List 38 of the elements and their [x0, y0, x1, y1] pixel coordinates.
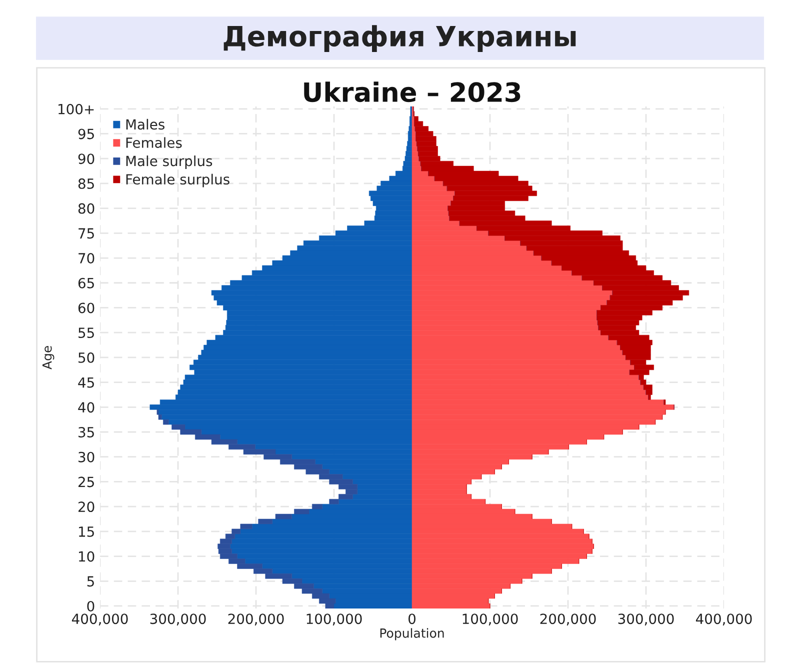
x-tick-label: 200,000	[228, 614, 284, 626]
y-tick-label: 100+	[58, 104, 94, 114]
y-tick-label: 90	[78, 154, 94, 164]
y-tick-label: 55	[78, 328, 94, 338]
y-tick-label: 95	[78, 128, 94, 140]
chart-subtitle: Ukraine – 2023	[304, 82, 520, 102]
y-tick-label: 70	[78, 252, 94, 264]
x-tick-label: 200,000	[540, 614, 596, 626]
legend-label: Female surplus	[126, 174, 230, 188]
legend-label: Males	[126, 118, 164, 130]
y-axis-title: Age	[42, 346, 54, 370]
x-tick-label: 0	[408, 614, 416, 624]
y-tick-label: 80	[78, 203, 94, 214]
y-tick-label: 20	[78, 502, 94, 512]
x-tick-label: 300,000	[150, 614, 206, 626]
y-tick-label: 15	[78, 526, 94, 537]
chart-title: Демография Украины	[224, 25, 576, 52]
y-tick-label: 50	[78, 352, 94, 363]
y-tick-label: 25	[78, 476, 94, 488]
y-tick-label: 5	[87, 576, 94, 587]
x-axis-title: Population	[380, 628, 444, 640]
y-tick-label: 85	[78, 178, 94, 189]
y-tick-label: 40	[78, 402, 94, 413]
y-tick-label: 0	[87, 600, 94, 612]
y-tick-label: 35	[78, 426, 94, 438]
y-tick-label: 10	[78, 551, 94, 562]
y-tick-label: 45	[78, 377, 94, 388]
x-tick-label: 100,000	[306, 614, 362, 626]
x-tick-label: 400,000	[696, 614, 752, 626]
x-tick-label: 300,000	[618, 614, 674, 626]
legend-label: Male surplus	[126, 156, 212, 169]
y-tick-label: 30	[78, 452, 94, 462]
y-tick-label: 60	[78, 302, 94, 314]
x-tick-label: 400,000	[72, 614, 128, 626]
y-tick-label: 75	[78, 228, 94, 239]
legend-label: Females	[126, 137, 182, 148]
y-tick-label: 65	[78, 278, 94, 288]
x-tick-label: 100,000	[462, 614, 518, 626]
